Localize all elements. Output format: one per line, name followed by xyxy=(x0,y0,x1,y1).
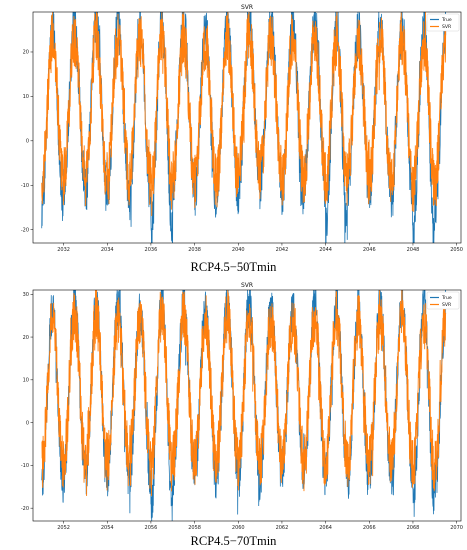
x-tick-label: 2034 xyxy=(101,247,114,253)
x-tick-label: 2042 xyxy=(276,247,289,253)
x-tick-label: 2058 xyxy=(188,525,201,531)
y-tick-label: 0 xyxy=(26,139,29,145)
legend-label-svr: SVR xyxy=(442,24,452,30)
axes-frame xyxy=(32,289,462,522)
x-tick-label: 2056 xyxy=(145,525,158,531)
caption-bottom: RCP4.5−70Tmin xyxy=(190,534,277,548)
y-tick-label: 30 xyxy=(23,292,29,298)
x-tick-label: 2038 xyxy=(188,247,201,253)
x-tick-label: 2054 xyxy=(101,525,114,531)
caption-top: RCP4.5−50Tmin xyxy=(190,260,277,274)
y-tick-label: -20 xyxy=(21,227,29,233)
x-tick-label: 2040 xyxy=(232,247,245,253)
x-tick-label: 2048 xyxy=(407,247,420,253)
y-tick-label: -10 xyxy=(21,183,29,189)
chart-panel-bottom: SVR -20 -10 0 10 20 30 2052 2054 2056 2058 2060 2062… xyxy=(0,278,467,536)
chart-title: SVR xyxy=(241,4,253,11)
x-tick-label: 2060 xyxy=(232,525,245,531)
legend-label-svr: SVR xyxy=(442,302,452,308)
y-tick-label: -10 xyxy=(21,463,29,469)
chart-title: SVR xyxy=(241,282,253,289)
x-tick-label: 2070 xyxy=(450,525,463,531)
x-tick-label: 2064 xyxy=(319,525,332,531)
chart-svg-bottom: SVR -20 -10 0 10 20 30 2052 2054 2056 2058 2060 2062… xyxy=(21,282,463,531)
plot-area xyxy=(41,290,447,521)
x-tick-label: 2036 xyxy=(145,247,158,253)
legend-label-true: True xyxy=(441,295,452,301)
y-tick-label: 10 xyxy=(23,378,29,384)
x-tick-label: 2044 xyxy=(319,247,332,253)
y-tick-label: 20 xyxy=(23,50,29,56)
series-line-svr xyxy=(41,290,447,497)
x-tick-label: 2046 xyxy=(363,247,376,253)
x-tick-label: 2032 xyxy=(57,247,70,253)
series-line-svr xyxy=(41,12,447,216)
x-tick-label: 2068 xyxy=(407,525,420,531)
y-tick-label: 20 xyxy=(23,335,29,341)
x-tick-label: 2050 xyxy=(450,247,463,253)
x-tick-label: 2062 xyxy=(276,525,289,531)
chart-panel-top: SVR -20 -10 0 10 20 2032 2034 2036 2038 2040 2042 20… xyxy=(0,0,467,258)
y-tick-label: -20 xyxy=(21,506,29,512)
axes-frame xyxy=(32,11,462,244)
x-tick-label: 2052 xyxy=(57,525,70,531)
legend-label-true: True xyxy=(441,17,452,23)
chart-svg-top: SVR -20 -10 0 10 20 2032 2034 2036 2038 2040 2042 20… xyxy=(21,4,463,253)
y-tick-label: 10 xyxy=(23,94,29,100)
x-tick-label: 2066 xyxy=(363,525,376,531)
y-tick-label: 0 xyxy=(26,420,29,426)
plot-area xyxy=(41,12,447,243)
